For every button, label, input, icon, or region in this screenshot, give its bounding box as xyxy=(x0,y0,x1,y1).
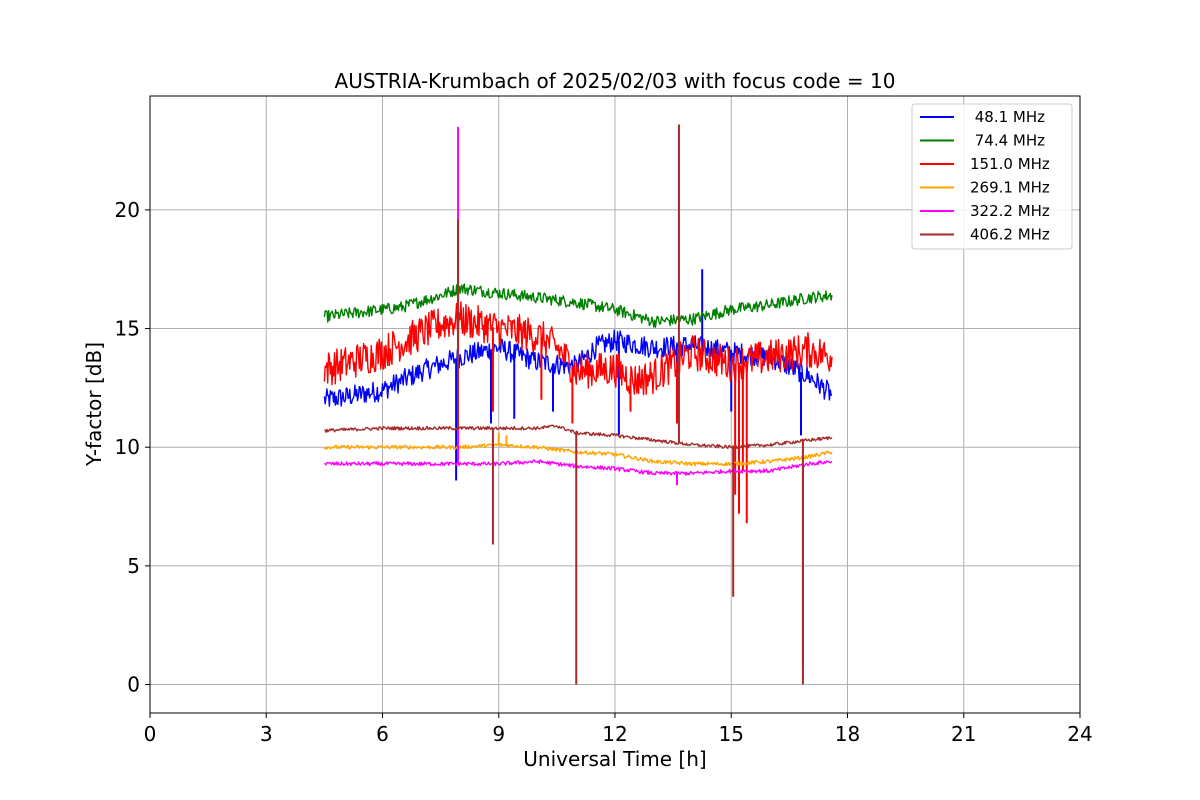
series-3 xyxy=(323,432,833,467)
legend-label: 322.2 MHz xyxy=(970,202,1050,220)
series-layer xyxy=(323,124,833,685)
legend-label: 406.2 MHz xyxy=(970,226,1050,244)
x-tick-label: 21 xyxy=(951,722,976,746)
y-tick-label: 20 xyxy=(115,198,140,222)
legend-label: 48.1 MHz xyxy=(970,108,1045,126)
series-line xyxy=(323,442,833,467)
x-tick-label: 18 xyxy=(835,722,860,746)
x-axis-label: Universal Time [h] xyxy=(523,747,706,771)
series-5 xyxy=(323,124,833,685)
ticks: 0 3 6 9 12 15 18 21 24 0 5 10 15 20 xyxy=(115,198,1093,746)
series-line xyxy=(323,424,833,450)
series-line xyxy=(323,283,833,328)
chart-title: AUSTRIA-Krumbach of 2025/02/03 with focu… xyxy=(335,69,896,93)
x-tick-label: 0 xyxy=(144,722,157,746)
legend-label: 269.1 MHz xyxy=(970,179,1050,197)
x-tick-label: 3 xyxy=(260,722,273,746)
y-tick-label: 15 xyxy=(115,317,140,341)
series-line xyxy=(324,459,833,476)
x-tick-label: 15 xyxy=(719,722,744,746)
x-tick-label: 24 xyxy=(1067,722,1092,746)
x-tick-label: 6 xyxy=(376,722,389,746)
legend: 48.1 MHz 74.4 MHz 151.0 MHz 269.1 MHz 322.2… xyxy=(911,103,1073,250)
y-axis-label: Y-factor [dB] xyxy=(82,342,106,467)
y-tick-label: 10 xyxy=(115,435,140,459)
legend-label: 151.0 MHz xyxy=(970,155,1050,173)
legend-label: 74.4 MHz xyxy=(970,132,1045,150)
series-1 xyxy=(323,283,833,328)
y-tick-label: 5 xyxy=(127,554,140,578)
y-tick-label: 0 xyxy=(127,673,140,697)
x-tick-label: 9 xyxy=(492,722,505,746)
x-tick-label: 12 xyxy=(602,722,627,746)
series-2 xyxy=(323,301,833,524)
